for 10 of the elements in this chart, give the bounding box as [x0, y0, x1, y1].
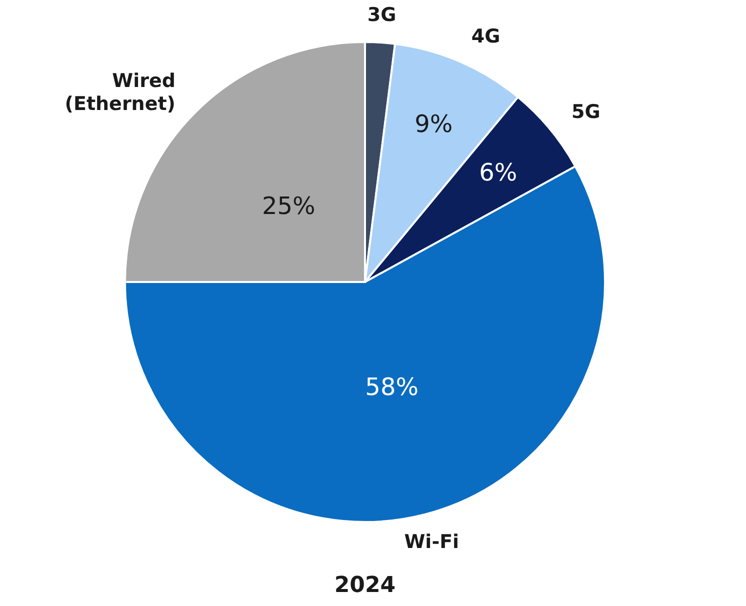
- data-label: 58%: [365, 373, 419, 402]
- text: 2024: [334, 573, 396, 598]
- data-label: 25%: [262, 192, 316, 220]
- slice-label: 4G: [471, 26, 500, 48]
- slice-label: Wired (Ethernet): [64, 70, 176, 115]
- slice-label: 5G: [572, 100, 600, 123]
- slice-label: Wi-Fi: [404, 531, 460, 554]
- slice-label: 3G: [367, 4, 396, 26]
- data-label: 6%: [479, 158, 518, 186]
- data-label: 9%: [414, 110, 453, 138]
